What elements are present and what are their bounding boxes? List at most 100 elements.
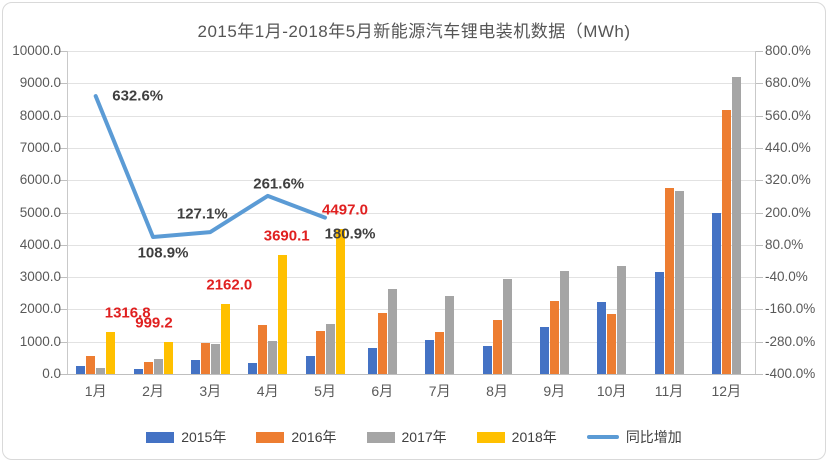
x-axis-label: 1月 <box>84 383 107 399</box>
legend-swatch-icon <box>256 431 285 443</box>
right-axis-tick <box>755 51 763 52</box>
left-axis-tick <box>59 83 67 85</box>
right-axis-label: -40.0% <box>765 269 808 285</box>
bar-2016年-4月 <box>258 324 268 374</box>
left-axis-label: 0.0 <box>42 366 61 381</box>
left-axis-label: 6000.0 <box>19 172 61 188</box>
bar-2017年-9月 <box>559 271 569 374</box>
bar-2016年-6月 <box>377 312 387 374</box>
x-axis-label: 12月 <box>711 383 742 399</box>
legend-swatch-icon <box>146 431 175 443</box>
bar-value-label: 4497.0 <box>322 201 368 219</box>
left-axis-label: 10000.0 <box>12 43 61 58</box>
legend-swatch-icon <box>476 431 505 443</box>
bar-2016年-11月 <box>664 187 674 374</box>
bar-2017年-4月 <box>268 340 278 374</box>
bar-2017年-5月 <box>325 323 335 374</box>
x-axis-label: 10月 <box>596 383 627 399</box>
x-axis-label: 9月 <box>543 383 566 399</box>
x-axis-label: 5月 <box>314 383 336 399</box>
right-axis-tick <box>755 341 763 343</box>
right-axis-label: -160.0% <box>765 301 816 317</box>
bar-2016年-12月 <box>721 110 731 374</box>
right-axis-label: 200.0% <box>765 204 811 220</box>
gridline <box>67 309 755 311</box>
left-axis-label: 5000.0 <box>19 204 61 220</box>
legend-line-swatch-icon <box>586 435 619 439</box>
gridline <box>67 277 755 279</box>
bar-2016年-2月 <box>143 362 153 374</box>
left-axis-line <box>67 51 68 374</box>
bar-2016年-8月 <box>492 320 502 374</box>
right-axis-label: 440.0% <box>765 139 811 155</box>
legend-item-2018年: 2018年 <box>476 427 557 447</box>
x-axis-label: 11月 <box>654 383 684 399</box>
bar-value-label: 999.2 <box>135 314 173 332</box>
bar-2017年-10月 <box>617 266 627 374</box>
bar-2015年-12月 <box>711 212 721 374</box>
bar-2015年-7月 <box>425 340 435 374</box>
yoy-point-label: 180.9% <box>324 225 376 243</box>
right-axis-line <box>755 51 756 374</box>
yoy-point-label: 632.6% <box>112 87 164 105</box>
bar-value-label: 1316.8 <box>104 304 151 321</box>
bar-2015年-8月 <box>482 346 492 374</box>
right-axis-label: -280.0% <box>765 333 816 349</box>
gridline <box>67 244 755 246</box>
bar-2016年-10月 <box>607 313 617 374</box>
bar-2017年-7月 <box>445 295 455 374</box>
legend-label: 2018年 <box>511 429 557 445</box>
legend-label: 2016年 <box>291 429 337 445</box>
right-axis-label: 800.0% <box>765 43 811 58</box>
bar-2015年-5月 <box>305 355 315 374</box>
x-axis-label: 6月 <box>371 383 394 399</box>
left-axis-tick <box>59 244 67 246</box>
left-axis-label: 9000.0 <box>19 75 61 91</box>
right-axis-label: 80.0% <box>765 236 804 252</box>
gridline <box>67 212 755 214</box>
legend-label: 同比增加 <box>625 429 682 445</box>
bar-2017年-1月 <box>96 368 106 374</box>
bar-2017年-3月 <box>210 343 220 374</box>
x-axis-label: 4月 <box>256 383 279 399</box>
bar-value-label: 2162.0 <box>206 276 253 294</box>
right-axis-label: 680.0% <box>765 75 811 91</box>
bar-2017年-12月 <box>731 77 741 374</box>
yoy-point-label: 127.1% <box>176 205 228 223</box>
left-axis-label: 3000.0 <box>19 269 61 285</box>
x-axis-label: 2月 <box>142 383 164 399</box>
legend-item-同比增加: 同比增加 <box>586 427 682 447</box>
gridline <box>67 51 755 52</box>
left-axis-tick <box>59 147 67 149</box>
left-axis-tick <box>59 341 67 343</box>
bar-2015年-1月 <box>76 366 86 374</box>
left-axis-label: 7000.0 <box>19 139 61 155</box>
right-axis-tick <box>755 180 763 182</box>
left-axis-tick <box>59 51 67 52</box>
bar-2016年-3月 <box>200 343 210 374</box>
bar-2017年-8月 <box>502 278 512 374</box>
right-axis-tick <box>755 309 763 311</box>
bar-2018年-4月 <box>278 254 288 374</box>
bar-2018年-1月 <box>106 331 116 374</box>
bar-2016年-5月 <box>315 331 325 374</box>
left-axis-label: 8000.0 <box>19 107 61 123</box>
x-axis-label: 3月 <box>199 383 222 399</box>
x-axis-label: 8月 <box>486 383 508 399</box>
right-axis-tick <box>755 277 763 279</box>
right-axis-tick <box>755 374 763 375</box>
legend-label: 2017年 <box>401 429 447 445</box>
right-axis-tick <box>755 147 763 149</box>
bar-2015年-10月 <box>597 302 607 374</box>
bar-2018年-2月 <box>163 341 173 374</box>
left-axis-label: 2000.0 <box>19 301 61 317</box>
bar-2015年-2月 <box>133 368 143 374</box>
right-axis-tick <box>755 212 763 214</box>
left-axis-tick <box>59 180 67 182</box>
bar-2017年-11月 <box>674 190 684 374</box>
bar-2017年-6月 <box>387 289 397 374</box>
right-axis-label: 320.0% <box>765 172 811 188</box>
yoy-point-label: 261.6% <box>253 175 305 193</box>
bar-value-label: 3690.1 <box>263 227 310 245</box>
